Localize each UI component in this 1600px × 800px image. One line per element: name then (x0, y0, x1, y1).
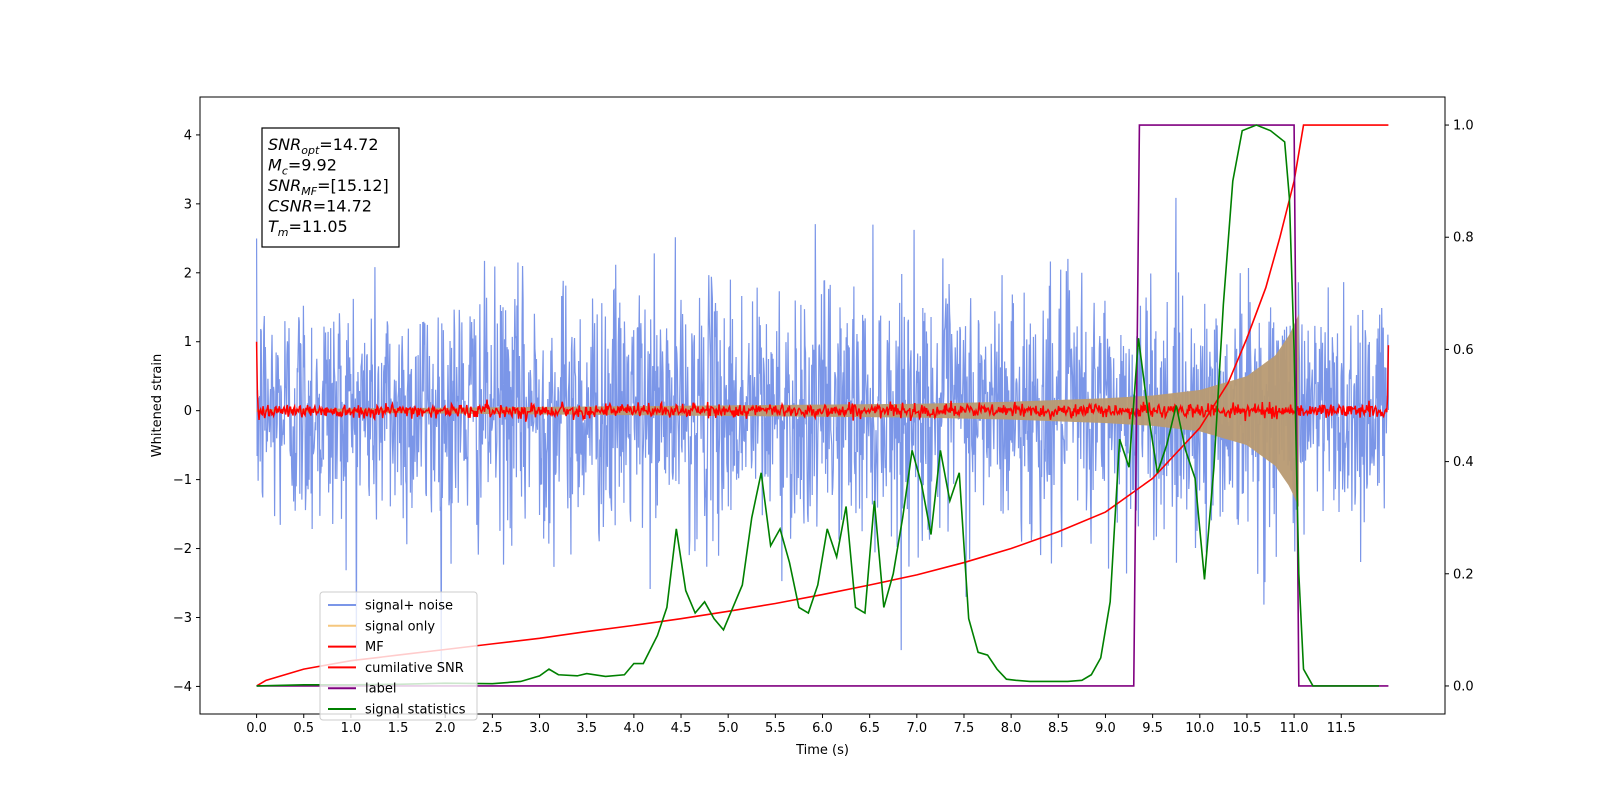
legend-item: label (328, 682, 396, 697)
x-tick-label: 11.0 (1280, 721, 1309, 736)
y-axis-left: 4 3 2 1 0 −1 −2 −3 −4 (173, 128, 200, 695)
y-tick-label-left: 2 (184, 266, 192, 281)
legend-label: signal+ noise (365, 599, 453, 614)
x-tick-label: 8.5 (1048, 721, 1069, 736)
legend-label: label (365, 682, 396, 697)
legend-item: cumilative SNR (328, 661, 464, 676)
series-signal-statistics (256, 124, 1379, 687)
x-tick-label: 7.0 (906, 721, 927, 736)
y-tick-label-left: −4 (173, 680, 192, 695)
x-tick-label: 5.5 (765, 721, 786, 736)
y-tick-label-left: −2 (173, 542, 192, 557)
y-tick-label-left: −3 (173, 611, 192, 626)
x-tick-label: 3.5 (576, 721, 597, 736)
x-tick-label: 0.5 (293, 721, 314, 736)
legend-frame (319, 591, 478, 721)
legend-label: MF (365, 640, 384, 655)
annotation-line: CSNR=14.72 (268, 197, 372, 216)
x-tick-label: 9.5 (1142, 721, 1163, 736)
x-tick-label: 6.0 (812, 721, 833, 736)
y-tick-label-right: 0.4 (1453, 455, 1474, 470)
x-tick-label: 9.0 (1095, 721, 1116, 736)
x-tick-label: 6.5 (859, 721, 880, 736)
x-tick-label: 8.0 (1001, 721, 1022, 736)
x-tick-label: 4.0 (624, 721, 645, 736)
x-tick-label: 2.0 (435, 721, 456, 736)
x-axis-label: Time (s) (795, 743, 849, 758)
legend-label: cumilative SNR (365, 661, 464, 676)
x-tick-label: 5.0 (718, 721, 739, 736)
y-tick-label-right: 1.0 (1453, 119, 1474, 134)
x-tick-label: 2.5 (482, 721, 503, 736)
y-tick-label-right: 0.6 (1453, 343, 1474, 358)
legend: signal+ noise signal only MF cumilative SNR… (319, 591, 478, 721)
x-tick-label: 4.5 (671, 721, 692, 736)
x-tick-label: 0.0 (246, 721, 267, 736)
annotation-frame (261, 127, 400, 248)
legend-item: signal only (328, 619, 435, 634)
legend-item: signal statistics (328, 703, 466, 718)
legend-item: signal+ noise (328, 599, 453, 614)
y-tick-label-left: 1 (184, 335, 192, 350)
y-axis-right: 1.0 0.8 0.6 0.4 0.2 0.0 (1445, 119, 1474, 694)
x-axis: 0.0 0.5 1.0 1.5 2.0 2.5 3.0 3.5 4.0 4.5 5.0 5.5 6.0 6… (246, 714, 1356, 736)
y-tick-label-left: 3 (184, 197, 192, 212)
y-tick-label-left: −1 (173, 473, 192, 488)
y-tick-label-right: 0.0 (1453, 679, 1474, 694)
annotation-line: Tm=11.05 (268, 217, 348, 239)
x-tick-label: 1.5 (388, 721, 409, 736)
legend-item: MF (328, 640, 384, 655)
annotation-box: SNRopt=14.72Mc=9.92SNRMF=[15.12]CSNR=14.… (261, 127, 400, 248)
series-mf (255, 341, 1390, 422)
y-tick-label-left: 4 (184, 128, 192, 143)
x-tick-label: 10.5 (1232, 721, 1261, 736)
series-signal-noise (255, 197, 1390, 671)
x-tick-label: 7.5 (954, 721, 975, 736)
legend-label: signal statistics (365, 703, 466, 718)
x-tick-label: 3.0 (529, 721, 550, 736)
annotation-line: Mc=9.92 (268, 156, 337, 178)
y-tick-label-right: 0.8 (1453, 231, 1474, 246)
annotation-line: SNRopt=14.72 (268, 135, 379, 157)
legend-label: signal only (365, 619, 435, 634)
x-tick-label: 1.0 (341, 721, 362, 736)
y-tick-label-right: 0.2 (1453, 567, 1474, 582)
y-tick-label-left: 0 (184, 404, 192, 419)
x-tick-label: 10.0 (1185, 721, 1214, 736)
x-tick-label: 11.5 (1327, 721, 1356, 736)
annotation-line: SNRMF=[15.12] (268, 176, 389, 198)
y-axis-label: Whitened strain (150, 354, 165, 457)
